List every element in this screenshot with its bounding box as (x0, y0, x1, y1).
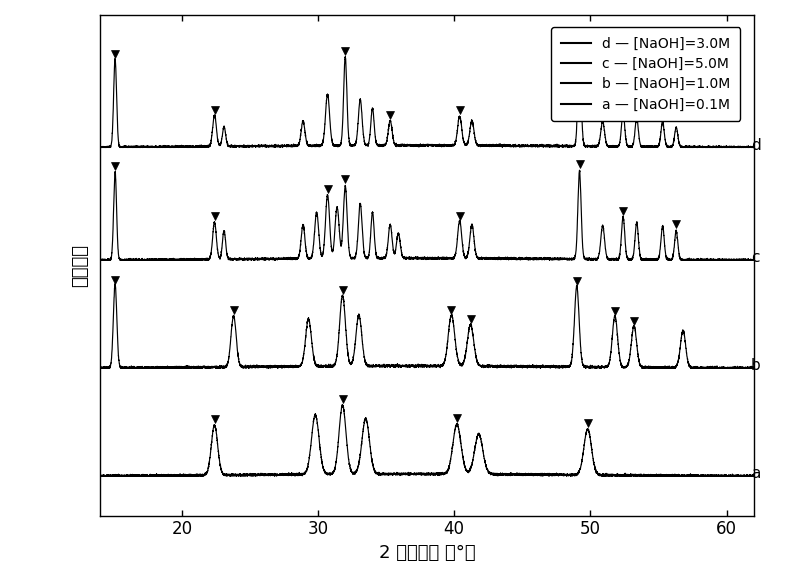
Legend: d — [NaOH]=3.0M, c — [NaOH]=5.0M, b — [NaOH]=1.0M, a — [NaOH]=0.1M: d — [NaOH]=3.0M, c — [NaOH]=5.0M, b — [N… (551, 27, 740, 121)
Y-axis label: 衍射强度: 衍射强度 (71, 244, 89, 287)
Text: b: b (751, 358, 761, 373)
X-axis label: 2 倍衍射角 （°）: 2 倍衍射角 （°） (378, 544, 475, 562)
Text: d: d (751, 137, 761, 152)
Text: c: c (751, 250, 760, 265)
Text: a: a (751, 466, 761, 481)
